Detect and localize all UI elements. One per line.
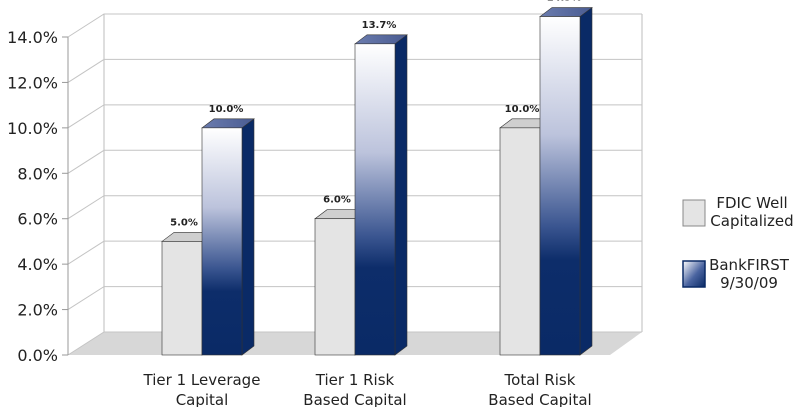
gridline [67,331,642,356]
bar-front [539,16,581,356]
y-tick-label: 8.0% [17,164,58,183]
gridline [67,149,642,174]
legend-label-fdic-line2: Capitalized [710,212,793,230]
category-labels: Tier 1 Leverage Capital Tier 1 Risk Based C… [143,371,592,407]
data-label-bankfirst: 14.9% [547,0,582,4]
legend: FDIC Well Capitalized BankFIRST 9/30/09 [682,194,794,292]
bars [161,6,593,356]
gridlines [67,13,642,356]
legend-swatch-bankfirst [682,260,706,288]
data-label-fdic: 10.0% [505,104,540,115]
data-label-fdic: 6.0% [323,195,351,206]
bar-front [314,218,356,356]
legend-item-bankfirst: BankFIRST 9/30/09 [682,256,790,292]
category-label: Tier 1 Leverage [143,371,261,389]
gridline [67,104,642,129]
legend-label-bankfirst-line1: BankFIRST [709,256,790,274]
legend-item-fdic: FDIC Well Capitalized [682,194,794,230]
legend-swatch-fdic [682,199,706,227]
y-tick-label: 14.0% [7,28,58,47]
y-tick-label: 0.0% [17,346,58,365]
y-tick-label: 12.0% [7,73,58,92]
bar-side [241,118,255,356]
gridline [67,13,642,38]
legend-label-bankfirst-line2: 9/30/09 [720,274,778,292]
category-label: Based Capital [303,391,406,407]
gridline [67,286,642,310]
bar-bankfirst [354,34,408,356]
bar-bankfirst [201,118,255,356]
data-labels: 5.0% 10.0% 6.0% 13.7% 10.0% 14.9% [170,0,581,228]
y-tick-label: 6.0% [17,210,58,229]
data-label-bankfirst: 10.0% [209,104,244,115]
bar-front [201,127,243,356]
category-label: Total Risk [504,371,576,389]
bar-side [394,34,408,356]
gridline [67,195,642,220]
gridline [67,58,642,83]
category-label: Based Capital [488,391,591,407]
data-label-fdic: 5.0% [170,217,198,228]
data-label-bankfirst: 13.7% [362,20,397,31]
bar-front [354,43,396,356]
y-tick-label: 2.0% [17,301,58,320]
bar-bankfirst [539,6,593,356]
bar-front [161,241,203,356]
category-label: Capital [176,391,229,407]
legend-label-fdic-line1: FDIC Well [716,194,787,212]
y-tick-label: 10.0% [7,119,58,138]
category-label: Tier 1 Risk [315,371,395,389]
y-axis: 0.0% 2.0% 4.0% 6.0% 8.0% 10.0% 12.0% 14.0% [7,28,69,365]
bar-front [499,127,541,356]
y-tick-label: 4.0% [17,255,58,274]
bar-side [579,6,593,356]
gridline [67,240,642,265]
